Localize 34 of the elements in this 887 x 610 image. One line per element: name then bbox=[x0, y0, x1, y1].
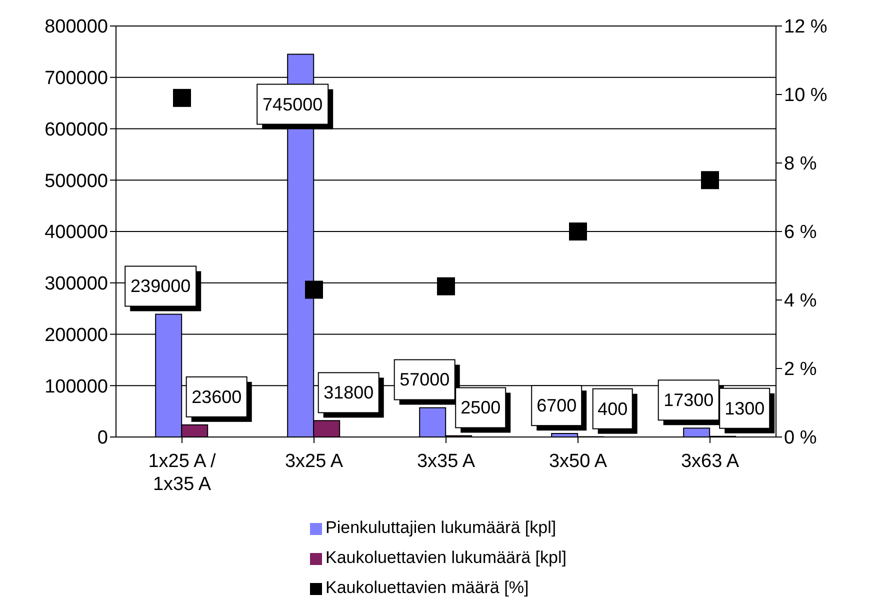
y-tick-label: 300000 bbox=[44, 274, 108, 295]
data-label: 2500 bbox=[460, 398, 501, 418]
y-tick-label: 0 bbox=[97, 428, 108, 449]
y-tick-label: 800000 bbox=[44, 16, 108, 38]
data-label: 6700 bbox=[536, 396, 577, 416]
x-tick-label: 3x63 A bbox=[680, 451, 740, 472]
y-tick-label: 100000 bbox=[44, 376, 108, 398]
y2-tick-label: 12 % bbox=[784, 16, 828, 38]
y-tick-label: 500000 bbox=[44, 170, 108, 192]
y2-tick-label: 2 % bbox=[784, 359, 817, 380]
y2-tick-label: 4 % bbox=[784, 290, 817, 312]
data-label: 23600 bbox=[192, 386, 242, 407]
x-tick-label: 3x50 A bbox=[548, 451, 608, 472]
legend-label: Kaukoluettavien määrä [%] bbox=[326, 578, 529, 597]
y-tick-label: 600000 bbox=[44, 119, 108, 140]
data-label: 400 bbox=[598, 398, 628, 419]
y2-tick-label: 0 % bbox=[784, 428, 817, 449]
data-label: 239000 bbox=[130, 276, 191, 296]
data-label: 17300 bbox=[664, 390, 714, 410]
data-label: 31800 bbox=[324, 382, 374, 403]
data-label: 745000 bbox=[262, 94, 323, 114]
y2-tick-label: 10 % bbox=[784, 85, 828, 106]
y-tick-label: 400000 bbox=[44, 222, 108, 244]
x-tick-label: 3x35 A bbox=[416, 451, 476, 472]
legend-label: Pienkuluttajien lukumäärä [kpl] bbox=[326, 518, 556, 537]
y-tick-label: 700000 bbox=[44, 68, 108, 90]
y-tick-label: 200000 bbox=[44, 324, 108, 346]
x-tick-label: 3x25 A bbox=[284, 451, 344, 472]
data-label: 1300 bbox=[724, 398, 765, 418]
legend-label: Kaukoluettavien lukumäärä [kpl] bbox=[326, 548, 566, 567]
y2-tick-label: 8 % bbox=[784, 154, 817, 175]
x-tick-label: 1x25 A / 1x35 A bbox=[148, 451, 217, 495]
y2-tick-label: 6 % bbox=[784, 222, 817, 244]
data-label: 57000 bbox=[400, 370, 450, 390]
